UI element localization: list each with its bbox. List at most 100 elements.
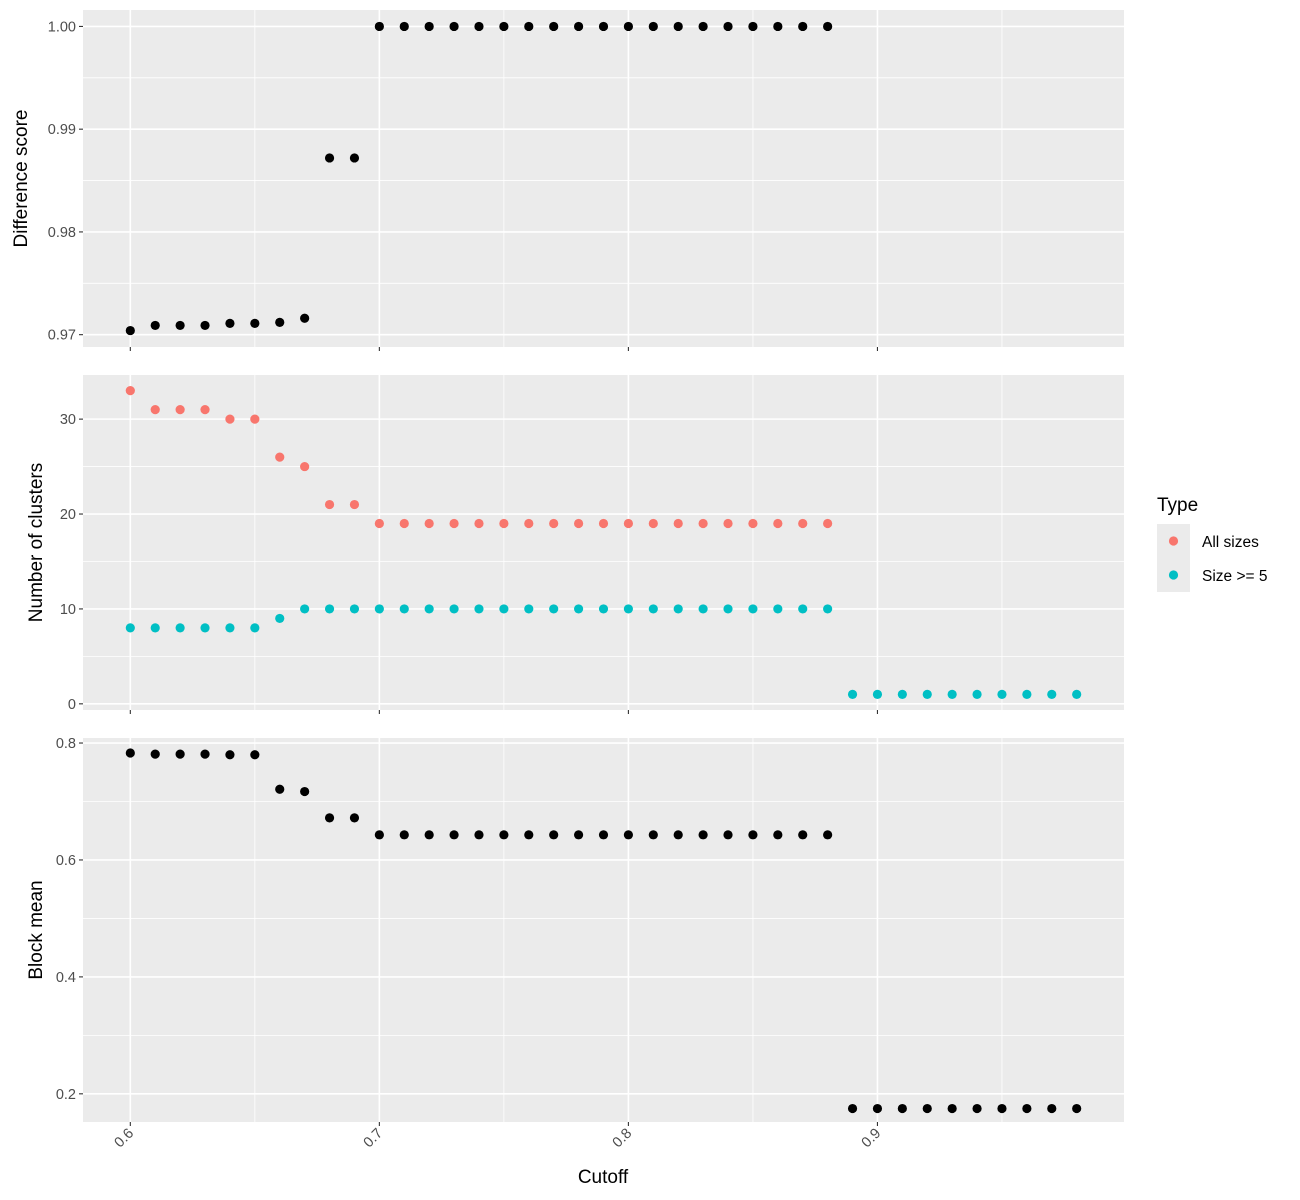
data-point [524,604,534,614]
data-point [499,21,509,32]
data-point [748,518,758,529]
panel-blockmean: 0.2 0.4 0.6 0.8 Block mean [26,736,1124,1126]
panel-background [83,10,1124,347]
data-point [598,830,609,840]
data-point [524,518,534,529]
series-all-sizes [125,386,833,529]
data-point [524,21,534,32]
data-point [773,21,783,32]
data-point [798,830,808,840]
data-point [424,604,434,614]
data-point [698,21,708,32]
data-point [598,604,609,614]
data-point [175,749,185,759]
data-point [474,518,484,529]
data-point [474,830,484,840]
data-point [250,318,260,328]
data-point [922,1103,932,1114]
data-point [1047,689,1057,699]
data-point [449,830,459,840]
y-tick-label: 30 [60,412,76,428]
data-point [623,518,634,529]
legend-key [1168,536,1179,546]
data-point [175,320,185,331]
data-point [897,1103,907,1114]
data-point [324,813,335,823]
y-axis-title: Number of clusters [26,463,47,622]
data-point [922,689,932,699]
data-point [748,21,758,32]
x-tick-label: 0.9 [859,1126,885,1152]
data-point [200,320,210,331]
data-point [499,604,509,614]
data-point [573,518,584,529]
data-point [972,1103,982,1114]
data-point [723,518,733,529]
data-point [250,750,260,760]
x-axis-title: Cutoff [578,1167,629,1188]
data-point [798,604,808,614]
data-point [474,21,484,32]
data-point [449,518,459,529]
x-axis: 0.6 0.7 0.8 0.9 [112,1126,885,1152]
y-tick-label: 20 [60,507,76,523]
panel-difference: 0.97 0.98 0.99 1.00 Difference score [11,10,1124,351]
data-point [897,689,907,699]
y-tick-label: 0 [68,697,76,713]
data-point [175,405,185,415]
data-point [300,461,310,472]
data-point [449,604,459,614]
data-point [623,21,634,32]
data-point [499,518,509,529]
data-point [598,21,609,32]
data-point [648,518,658,529]
data-point [275,613,285,624]
y-tick-label: 0.2 [56,1087,76,1103]
data-point [698,830,708,840]
data-point [773,518,783,529]
series-blockmean [125,748,1082,1114]
data-point [698,604,708,614]
data-point [1047,1103,1057,1114]
data-point [549,518,559,529]
data-point [573,604,584,614]
data-point [250,623,260,633]
data-point [324,499,335,510]
data-point [275,784,285,794]
panel-clusters: 0 10 20 30 Number of clusters [26,375,1124,714]
data-point [499,830,509,840]
data-point [1072,1103,1082,1114]
data-point [324,153,335,163]
legend: Type All sizes Size >= 5 [1157,495,1268,592]
y-tick-label: 0.99 [48,122,76,138]
data-point [150,320,160,331]
data-point [1072,689,1082,699]
data-point [723,604,733,614]
data-point [125,623,135,633]
data-point [275,317,285,327]
data-point [847,689,858,699]
y-tick-label: 10 [60,602,76,618]
data-point [673,830,683,840]
y-tick-label: 1.00 [48,19,76,35]
y-tick-label: 0.98 [48,225,76,241]
data-point [150,749,160,759]
data-point [175,623,185,633]
data-point [823,21,833,32]
data-point [549,830,559,840]
data-point [424,518,434,529]
data-point [200,749,210,759]
data-point [972,689,982,699]
data-point [424,830,434,840]
data-point [623,830,634,840]
data-point [374,21,384,32]
data-point [1022,1103,1032,1114]
data-point [698,518,708,529]
data-point [997,689,1007,699]
data-point [324,604,335,614]
y-tick-label: 0.8 [56,736,76,752]
y-tick-label: 0.97 [48,328,76,344]
legend-title: Type [1157,495,1198,516]
data-point [399,518,409,529]
